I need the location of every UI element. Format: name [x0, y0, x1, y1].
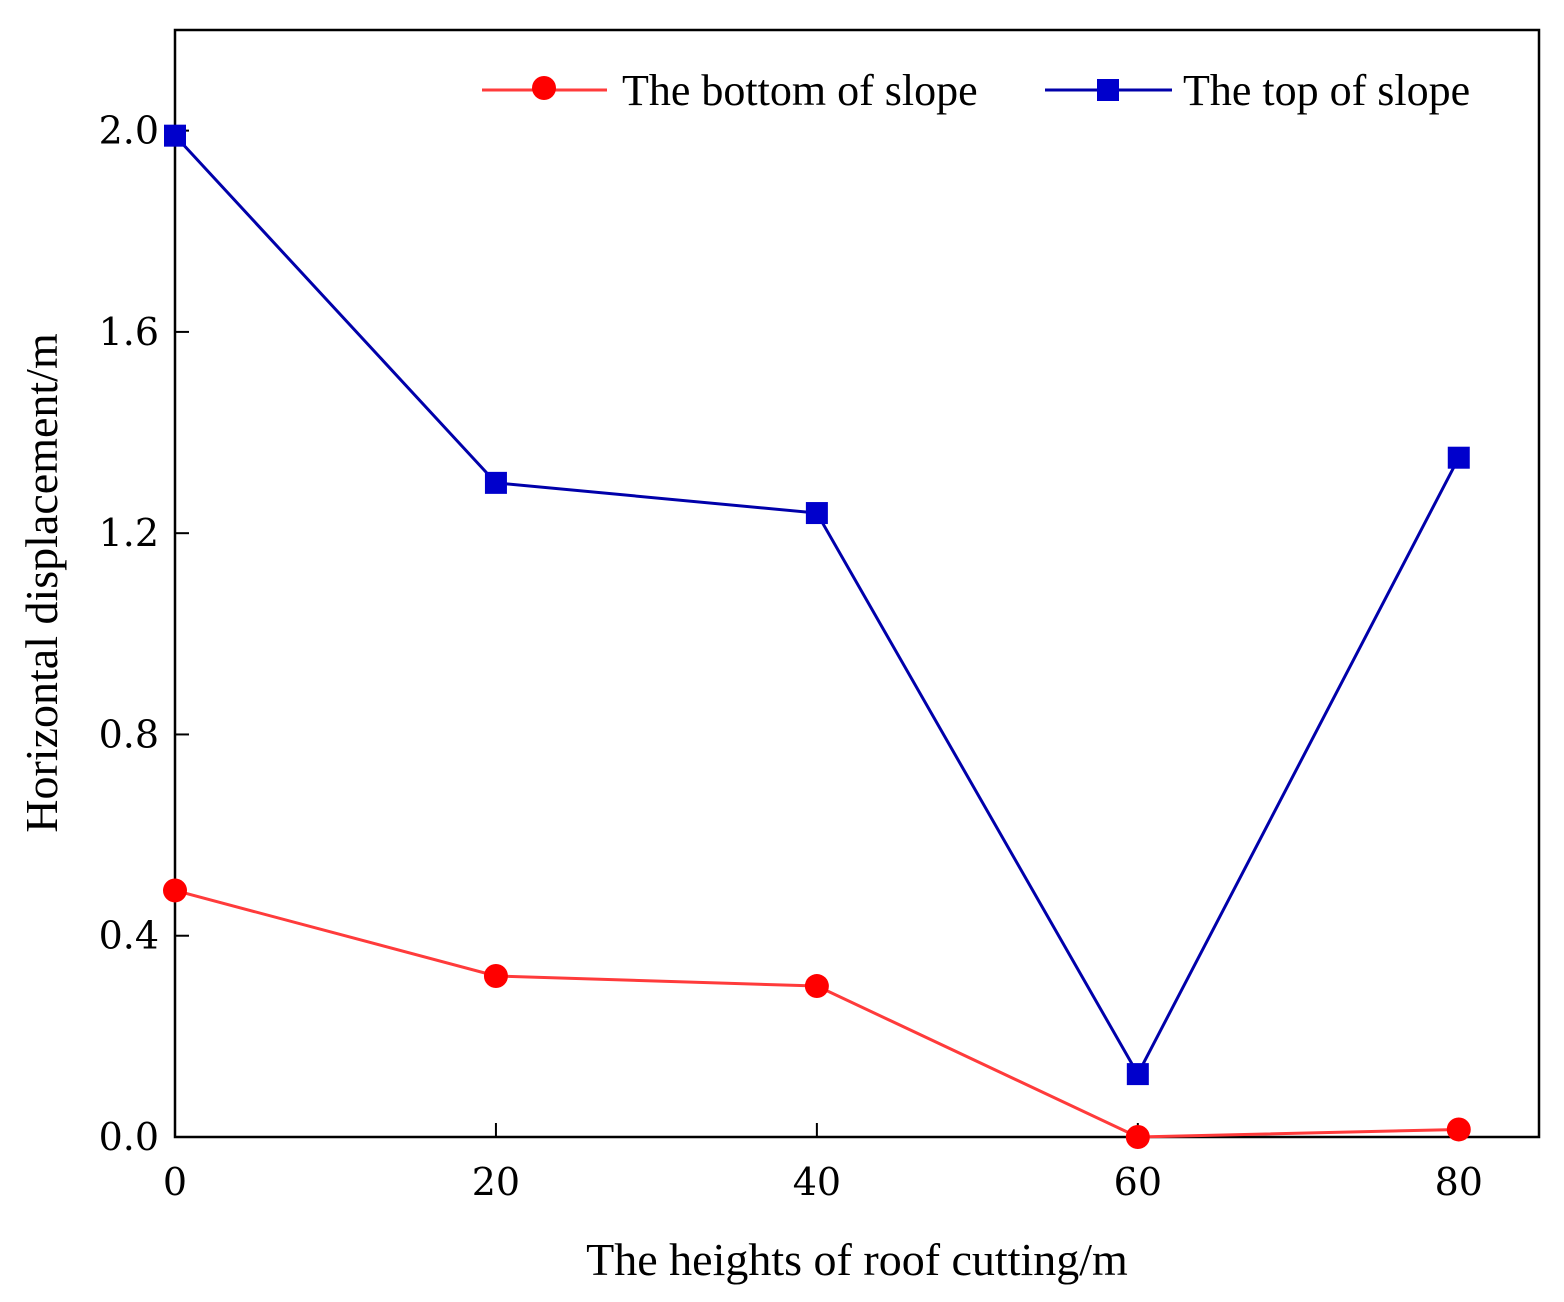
- x-tick-label: 40: [793, 1160, 841, 1204]
- series-line-1: [173, 134, 1461, 1078]
- x-axis: 0 20 40 60 80: [163, 1123, 1483, 1204]
- legend: The bottom of slope The top of slope: [482, 66, 1470, 115]
- data-point-top-of-slope: [1126, 1063, 1149, 1086]
- legend-marker-bottom-of-slope: [532, 76, 556, 100]
- y-tick-label: 0.4: [99, 914, 159, 958]
- y-tick-label: 1.6: [99, 310, 159, 354]
- legend-label-bottom-of-slope: The bottom of slope: [622, 66, 978, 115]
- y-tick-label: 0.8: [99, 712, 159, 756]
- legend-marker-top-of-slope: [1097, 79, 1119, 101]
- y-axis: 0.0 0.4 0.8 1.2 1.6 2.0: [99, 109, 189, 1159]
- x-tick-label: 20: [472, 1160, 520, 1204]
- data-point-top-of-slope: [164, 124, 186, 147]
- data-point-top-of-slope: [484, 471, 507, 494]
- data-point-bottom-of-slope: [1446, 1117, 1471, 1142]
- data-point-bottom-of-slope: [804, 974, 829, 999]
- plot-frame: [173, 28, 1541, 1139]
- y-tick-label: 0.0: [99, 1115, 159, 1159]
- data-point-bottom-of-slope: [483, 963, 508, 988]
- x-tick-label: 0: [163, 1160, 187, 1204]
- x-tick-label: 80: [1435, 1160, 1483, 1204]
- data-point-top-of-slope: [805, 502, 828, 525]
- data-point-bottom-of-slope: [1125, 1125, 1150, 1149]
- series-line-0: [174, 888, 1459, 1139]
- x-tick-label: 60: [1114, 1160, 1162, 1204]
- data-point-bottom-of-slope: [163, 878, 187, 903]
- y-axis-title: Horizontal displacement/m: [16, 333, 67, 833]
- data-point-top-of-slope: [1447, 446, 1470, 469]
- legend-label-top-of-slope: The top of slope: [1183, 66, 1470, 115]
- series-layer: [163, 124, 1471, 1149]
- y-tick-label: 2.0: [99, 109, 159, 153]
- y-tick-label: 1.2: [99, 511, 159, 555]
- x-axis-title: The heights of roof cutting/m: [586, 1234, 1128, 1285]
